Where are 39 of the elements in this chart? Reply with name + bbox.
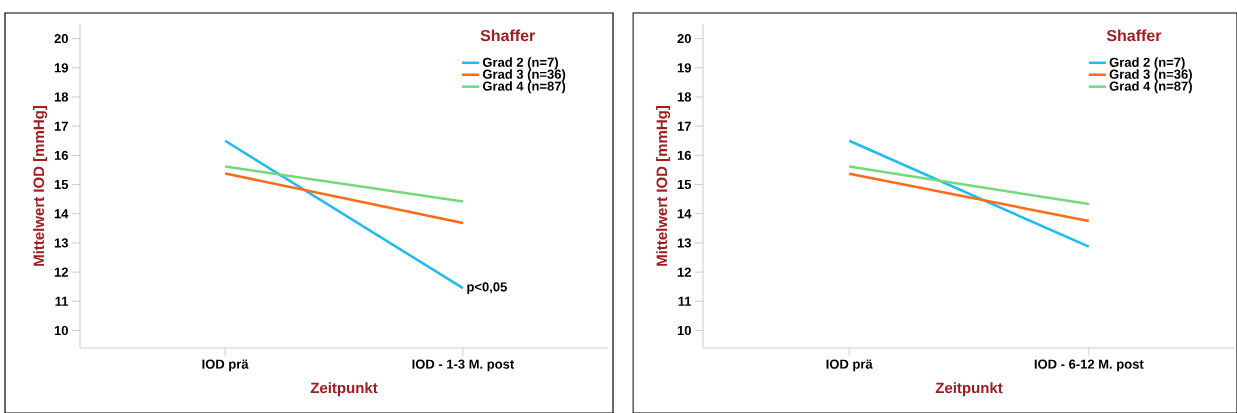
y-tick-label: 20: [54, 33, 68, 44]
x-tick-label: IOD prä: [826, 359, 873, 372]
y-tick-label: 18: [677, 92, 692, 102]
y-tick-label: 16: [677, 150, 691, 160]
legend-title: Shaffer: [480, 29, 536, 42]
x-axis-title: Zeitpunkt: [935, 382, 1003, 397]
y-tick-label: 20: [677, 33, 691, 44]
y-tick-label: 19: [54, 63, 68, 73]
legend-label: Grad 3 (n=36): [1109, 69, 1192, 82]
y-tick-label: 14: [54, 209, 69, 219]
y-tick-label: 16: [54, 150, 68, 160]
x-axis-title: Zeitpunkt: [310, 382, 378, 397]
y-tick-label: 13: [54, 238, 68, 248]
y-tick-label: 17: [677, 121, 691, 131]
y-tick-label: 14: [677, 209, 692, 219]
legend-label: Grad 4 (n=87): [482, 81, 566, 94]
y-tick-label: 12: [54, 267, 68, 277]
y-tick-label: 15: [677, 180, 692, 190]
y-tick-label: 10: [677, 325, 691, 336]
annotation: p<0,05: [467, 282, 507, 295]
x-tick-label: IOD - 6-12 M. post: [1034, 359, 1144, 372]
y-tick-label: 18: [54, 92, 69, 102]
y-tick-label: 11: [55, 296, 69, 306]
legend-label: Grad 4 (n=87): [1109, 81, 1192, 94]
y-tick-label: 12: [677, 267, 691, 277]
legend-label: Grad 2 (n=7): [482, 57, 558, 70]
legend-label: Grad 3 (n=36): [482, 69, 566, 82]
y-tick-label: 15: [54, 180, 69, 190]
y-axis-title: Mittelwert IOD [mmHg]: [33, 106, 48, 266]
y-tick-label: 11: [678, 296, 692, 306]
y-tick-label: 19: [677, 63, 691, 73]
y-tick-label: 17: [54, 121, 68, 131]
y-tick-label: 10: [54, 325, 68, 336]
y-axis-title: Mittelwert IOD [mmHg]: [656, 106, 671, 266]
legend-label: Grad 2 (n=7): [1109, 57, 1185, 70]
legend-title: Shaffer: [1106, 29, 1162, 42]
x-tick-label: IOD prä: [202, 359, 249, 372]
x-tick-label: IOD - 1-3 M. post: [412, 359, 515, 372]
y-tick-label: 13: [677, 238, 691, 248]
